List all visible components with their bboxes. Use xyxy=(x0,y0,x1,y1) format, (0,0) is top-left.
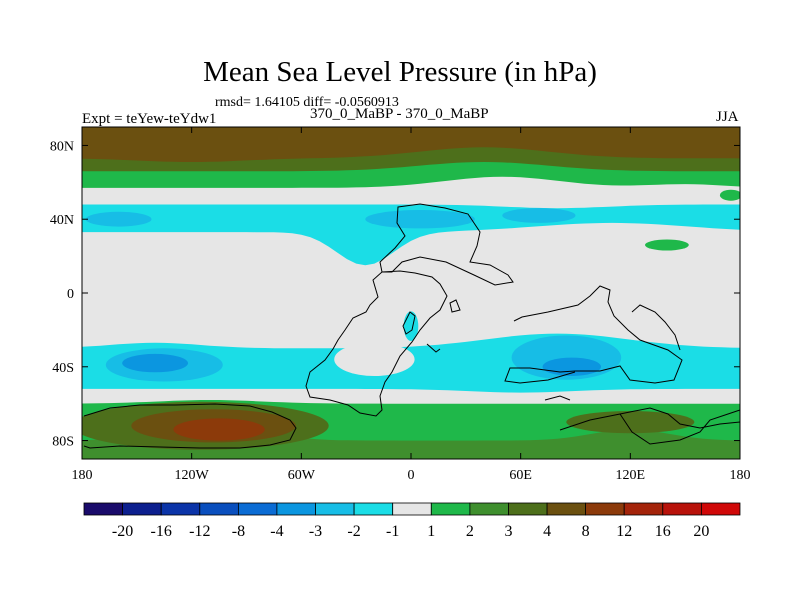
colorbar-label: -3 xyxy=(309,523,322,540)
coastline-africa-east xyxy=(449,299,461,313)
colorbar-label: -8 xyxy=(232,523,245,540)
colorbar-label: 2 xyxy=(466,523,474,540)
colorbar-swatch xyxy=(430,502,471,516)
coastline xyxy=(83,203,740,449)
colorbar-swatch xyxy=(662,502,702,516)
band-arctic-brown xyxy=(82,127,740,162)
colorbar-label: -4 xyxy=(270,523,283,540)
colorbar-swatch xyxy=(276,502,316,516)
x-tick-label: 180 xyxy=(72,468,93,483)
colorbar-label: 8 xyxy=(582,523,590,540)
colorbar-label: -2 xyxy=(347,523,360,540)
y-tick-label: 0 xyxy=(67,287,74,302)
colorbar-label: 3 xyxy=(505,523,513,540)
x-axis: 180 120W 60W 0 60E 120E 180 xyxy=(72,127,751,483)
colorbar: -20 -16 -12 -8 -4 -3 -2 -1 1 2 3 4 8 12 16 20 xyxy=(83,502,741,540)
coastline-madagascar xyxy=(402,311,416,335)
band-n-midlat-cyan xyxy=(82,204,740,266)
colorbar-label: 12 xyxy=(616,523,632,540)
colorbar-swatch xyxy=(160,502,201,516)
colorbar-label: -1 xyxy=(386,523,399,540)
comparison-label: 370_0_MaBP - 370_0_MaBP xyxy=(310,106,489,122)
colorbar-swatch xyxy=(508,502,548,516)
x-tick-label: 180 xyxy=(730,468,751,483)
blob-africa-white xyxy=(334,342,415,376)
coastline-africa-west xyxy=(426,343,441,353)
map-area xyxy=(82,127,740,459)
colorbar-swatch xyxy=(585,502,625,516)
blob-n-pacific-green xyxy=(719,189,740,201)
colorbar-label: 1 xyxy=(427,523,435,540)
coastline-australia xyxy=(631,304,681,351)
colorbar-swatch xyxy=(623,502,664,516)
colorbar-label: -16 xyxy=(151,523,172,540)
coastline-south-america xyxy=(305,270,448,417)
colorbar-swatch xyxy=(392,502,432,516)
season-label: JJA xyxy=(716,109,739,125)
colorbar-label: -12 xyxy=(189,523,210,540)
blob-s-pacific-d2 xyxy=(122,353,188,373)
blob-n-pacific-d1 xyxy=(85,211,152,227)
coastline-indonesia xyxy=(504,285,683,384)
colorbar-swatch xyxy=(353,502,394,516)
colorbar-swatch xyxy=(469,502,509,516)
stats-label: rmsd= 1.64105 diff= -0.0560913 xyxy=(215,95,399,110)
blob-n-atlantic-d1 xyxy=(365,210,475,229)
y-axis: 80N 40N 0 40S 80S xyxy=(50,139,740,450)
colorbar-swatch xyxy=(701,502,741,516)
experiment-label: Expt = teYew-teYdw1 xyxy=(82,111,217,127)
chart-title: Mean Sea Level Pressure (in hPa) xyxy=(203,56,597,88)
x-tick-label: 60E xyxy=(509,468,532,483)
colorbar-swatch xyxy=(546,502,587,516)
colorbar-swatch xyxy=(237,502,278,516)
blob-n-indian-d1 xyxy=(502,208,576,223)
colorbar-label: 20 xyxy=(693,523,709,540)
colorbar-label: 16 xyxy=(655,523,671,540)
x-tick-label: 60W xyxy=(288,468,316,483)
y-tick-label: 40N xyxy=(50,213,74,228)
colorbar-swatch xyxy=(122,502,162,516)
coastline-antarctica xyxy=(83,395,740,449)
y-tick-label: 80S xyxy=(52,435,74,450)
y-tick-label: 80N xyxy=(50,139,74,154)
blob-pacific-red xyxy=(173,418,265,441)
x-tick-label: 0 xyxy=(408,468,415,483)
blob-s-indian-olive xyxy=(566,411,695,434)
blob-china-green xyxy=(645,239,689,251)
coastline-north-america xyxy=(379,203,514,286)
colorbar-label: 4 xyxy=(543,523,551,540)
colorbar-swatch xyxy=(83,502,123,516)
colorbar-swatch xyxy=(199,502,239,516)
y-tick-label: 40S xyxy=(52,361,74,376)
colorbar-label: -20 xyxy=(112,523,133,540)
colorbar-swatch xyxy=(315,502,355,516)
x-tick-label: 120E xyxy=(616,468,646,483)
x-tick-label: 120W xyxy=(175,468,210,483)
